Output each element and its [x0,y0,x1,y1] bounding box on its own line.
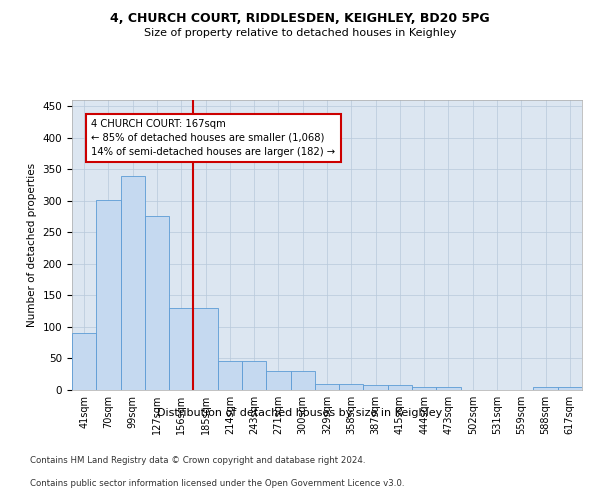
Bar [266,371,290,390]
Y-axis label: Number of detached properties: Number of detached properties [27,163,37,327]
Text: Distribution of detached houses by size in Keighley: Distribution of detached houses by size … [157,408,443,418]
Bar [242,361,266,390]
Bar [388,385,412,390]
Text: 4, CHURCH COURT, RIDDLESDEN, KEIGHLEY, BD20 5PG: 4, CHURCH COURT, RIDDLESDEN, KEIGHLEY, B… [110,12,490,26]
Text: Size of property relative to detached houses in Keighley: Size of property relative to detached ho… [144,28,456,38]
Bar [121,176,145,390]
Bar [72,332,96,390]
Bar [145,216,169,390]
Bar [412,388,436,390]
Text: Contains HM Land Registry data © Crown copyright and database right 2024.: Contains HM Land Registry data © Crown c… [30,456,365,465]
Bar [218,361,242,390]
Text: 4 CHURCH COURT: 167sqm
← 85% of detached houses are smaller (1,068)
14% of semi-: 4 CHURCH COURT: 167sqm ← 85% of detached… [91,119,335,157]
Bar [96,200,121,390]
Text: Contains public sector information licensed under the Open Government Licence v3: Contains public sector information licen… [30,478,404,488]
Bar [193,308,218,390]
Bar [339,384,364,390]
Bar [436,388,461,390]
Bar [533,388,558,390]
Bar [290,371,315,390]
Bar [558,388,582,390]
Bar [315,384,339,390]
Bar [364,385,388,390]
Bar [169,308,193,390]
